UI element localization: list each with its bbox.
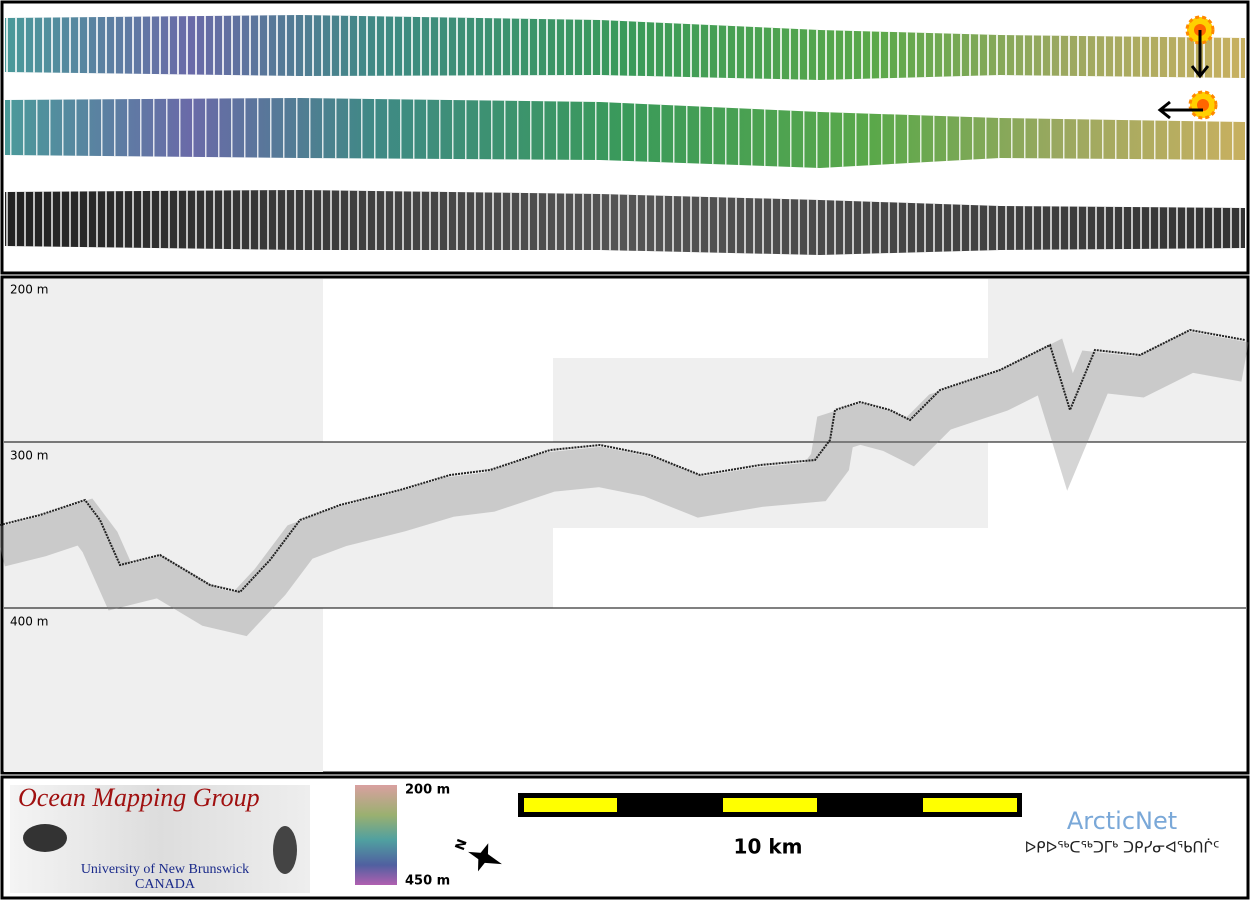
scale-bar: 10 km xyxy=(518,793,1022,859)
scale-label: 10 km xyxy=(734,835,803,859)
depth-label: 400 m xyxy=(10,615,48,629)
logo-country: CANADA xyxy=(135,877,196,892)
depth-label: 200 m xyxy=(10,283,48,297)
seafloor-profile xyxy=(0,328,1246,594)
bathymetry-strip xyxy=(5,15,1245,80)
backscatter-strip xyxy=(5,190,1245,255)
profile-background xyxy=(4,279,1246,772)
colorbar xyxy=(355,785,397,885)
colorbar-top-label: 200 m xyxy=(405,783,450,798)
sun-icon xyxy=(1185,15,1215,79)
north-arrow: N xyxy=(453,837,502,872)
ogm-logo: Ocean Mapping Group University of New Br… xyxy=(10,783,310,893)
logo-title: Ocean Mapping Group xyxy=(18,783,260,812)
depth-label: 300 m xyxy=(10,449,48,463)
colorbar-bottom-label: 450 m xyxy=(405,874,450,889)
sun-icon xyxy=(1157,90,1218,120)
north-label: N xyxy=(453,837,471,852)
subbottom-haze xyxy=(0,331,1249,637)
logo-university: University of New Brunswick xyxy=(81,862,249,877)
bathymetry-strip xyxy=(5,98,1245,168)
depth-labels: 200 m 300 m 400 m xyxy=(10,283,48,629)
partner-syllabics: ᐅᑭᐅᖅᑕᖅᑐᒥᒃ ᑐᑭᓯᓂᐊᖃᑎᒌᑦ xyxy=(1025,839,1220,857)
depth-lines xyxy=(4,441,1246,609)
partner-name: ArcticNet xyxy=(1067,807,1177,835)
